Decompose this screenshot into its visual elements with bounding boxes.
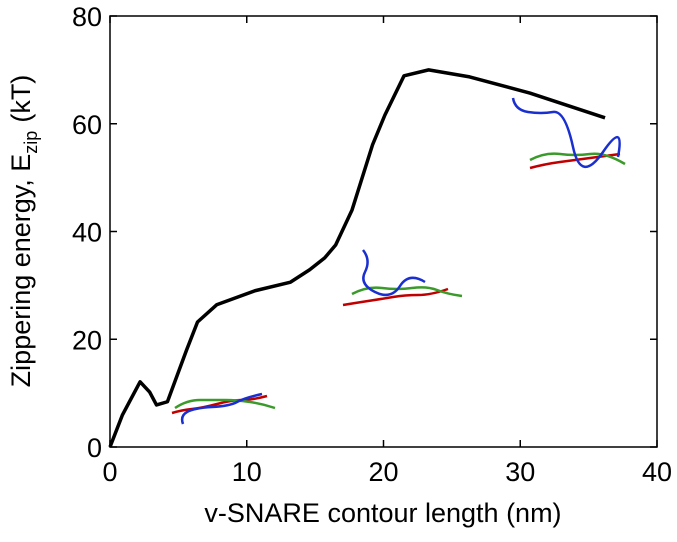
y-axis-label-main: Zippering energy, E bbox=[6, 154, 36, 388]
y-tick-label: 0 bbox=[87, 433, 102, 463]
y-axis-label: Zippering energy, Ezip (kT) bbox=[6, 75, 41, 388]
plot-frame bbox=[109, 15, 658, 448]
y-axis-label-sub: zip bbox=[21, 131, 41, 154]
y-axis-label-unit: (kT) bbox=[6, 75, 36, 123]
y-tick-label: 40 bbox=[72, 218, 102, 248]
y-tick-label: 20 bbox=[72, 325, 102, 355]
inset-structures bbox=[171, 97, 626, 425]
x-axis-label: v-SNARE contour length (nm) bbox=[204, 498, 561, 528]
data-line bbox=[108, 68, 606, 448]
x-tick-label: 20 bbox=[368, 457, 398, 487]
x-tick-label: 0 bbox=[102, 457, 117, 487]
x-tick-label: 10 bbox=[232, 457, 262, 487]
y-tick-label: 60 bbox=[72, 110, 102, 140]
x-tick-label: 40 bbox=[642, 457, 672, 487]
y-tick-label: 80 bbox=[72, 2, 102, 32]
x-tick-label: 30 bbox=[505, 457, 535, 487]
